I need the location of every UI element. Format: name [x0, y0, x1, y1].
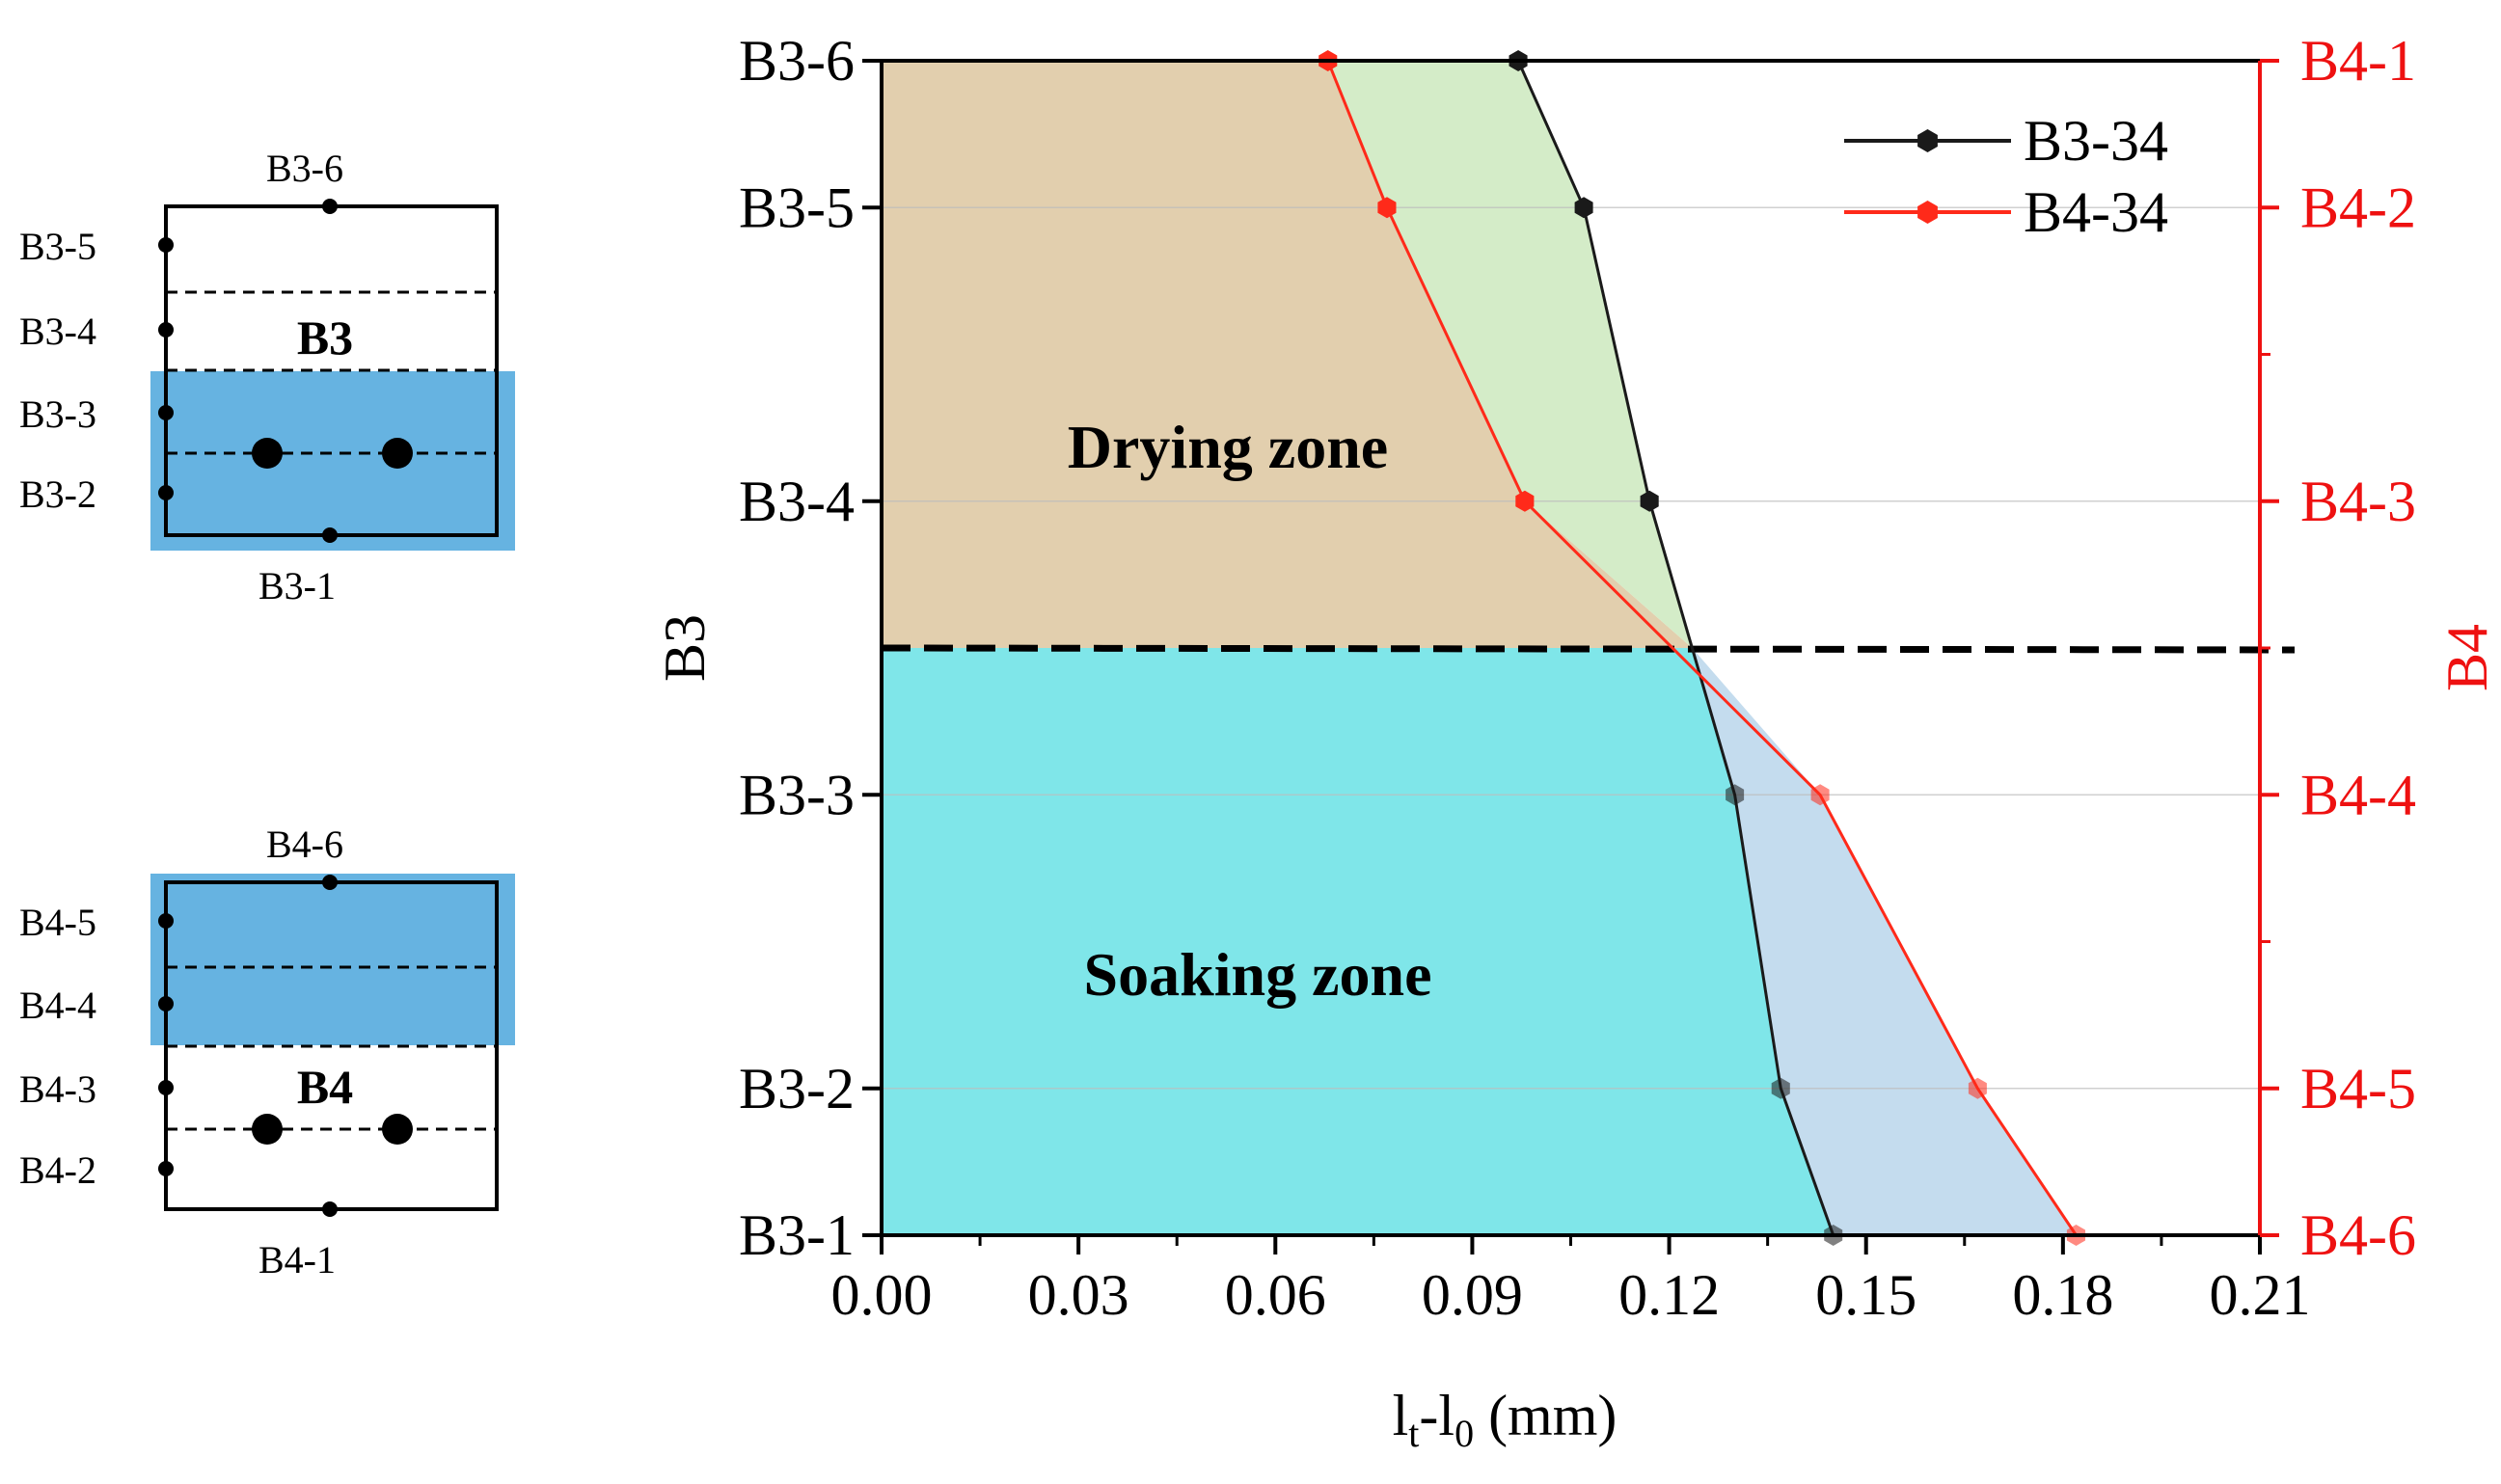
marker-b3-34-2: [1726, 784, 1745, 806]
left-tick-label-2: B3-3: [739, 763, 855, 826]
series-markers: [1318, 50, 2085, 1246]
b4-sensor-left: [252, 1114, 283, 1145]
b4-point-3-label: B4-3: [19, 1067, 96, 1111]
x-tick-label-3: 0.09: [1422, 1263, 1523, 1327]
x-tick-label-4: 0.12: [1618, 1263, 1720, 1327]
x-tick-label-0: 0.00: [831, 1263, 933, 1327]
b3-point-4-dot: [158, 322, 174, 337]
soaking-zone-label: Soaking zone: [1084, 940, 1432, 1009]
left-y-axis-title: B3: [653, 614, 717, 682]
b3-point-6-dot: [322, 199, 338, 214]
left-tick-label-3: B3-4: [739, 470, 855, 533]
series-line-b4-34: [1326, 60, 2078, 1236]
right-y-axis-title: B4: [2435, 624, 2499, 691]
legend-marker-b3-34: [1917, 129, 1938, 152]
b4-point-3-dot: [158, 1080, 174, 1095]
x-tick-label-1: 0.03: [1028, 1263, 1129, 1327]
right-y-axis-ticks: B4-6 B4-5 B4-4 B4-3 B4-2 B4-1: [2260, 29, 2416, 1267]
b3-specimen-label: B3: [297, 310, 353, 364]
b3-point-6-label: B3-6: [266, 147, 343, 190]
right-tick-label-4: B4-2: [2300, 175, 2416, 239]
b4-saturated-region: [150, 874, 515, 1045]
marker-b3-34-1: [1771, 1077, 1790, 1099]
b4-point-5-label: B4-5: [19, 901, 96, 944]
right-tick-label-5: B4-1: [2300, 29, 2416, 93]
left-tick-label-0: B3-1: [739, 1203, 855, 1267]
legend-marker-b4-34: [1917, 201, 1938, 224]
x-axis-ticks: 0.00 0.03 0.06 0.09 0.12 0.15 0.18 0.21: [831, 1235, 2311, 1327]
b4-point-6-label: B4-6: [266, 823, 343, 866]
b4-point-4-dot: [158, 996, 174, 1012]
b3-point-3-dot: [158, 405, 174, 420]
right-tick-label-3: B4-3: [2300, 470, 2416, 533]
b4-point-6-dot: [322, 875, 338, 890]
series-lines: [1326, 60, 2078, 1236]
x-axis-title: lt-l0 (mm): [1393, 1384, 1617, 1455]
chart: 0.00 0.03 0.06 0.09 0.12 0.15 0.18 0.21 B3-1B3-…: [653, 29, 2499, 1455]
marker-b4-34-2: [1810, 784, 1830, 806]
b4-sensor-right: [382, 1114, 413, 1145]
series-line-b3-34: [1516, 60, 1835, 1236]
legend-label-b3-34: B3-34: [2024, 109, 2168, 173]
x-tick-label-7: 0.21: [2210, 1263, 2311, 1327]
drying-zone-label: Drying zone: [1068, 413, 1388, 481]
x-tick-label-2: 0.06: [1225, 1263, 1326, 1327]
b4-point-1-label: B4-1: [258, 1238, 336, 1282]
b3-point-3-label: B3-3: [19, 392, 96, 436]
left-tick-label-5: B3-6: [739, 29, 855, 93]
marker-b4-34-1: [1968, 1077, 1987, 1099]
marker-b3-34-3: [1640, 490, 1659, 512]
gridlines: [882, 206, 2260, 1090]
marker-b4-34-4: [1377, 197, 1397, 219]
right-tick-label-2: B4-4: [2300, 763, 2416, 826]
left-tick-label-4: B3-5: [739, 175, 855, 239]
x-tick-label-5: 0.15: [1815, 1263, 1917, 1327]
legend-label-b4-34: B4-34: [2024, 180, 2168, 244]
b3-sensor-left: [252, 438, 283, 469]
b3-point-2-label: B3-2: [19, 472, 96, 516]
b3-sensor-right: [382, 438, 413, 469]
marker-b3-34-4: [1574, 197, 1593, 219]
legend: B3-34 B4-34: [1844, 109, 2168, 244]
left-y-axis-ticks: B3-1 B3-2 B3-3 B3-4 B3-5 B3-6: [739, 29, 882, 1267]
b3-point-5-label: B3-5: [19, 225, 96, 268]
b3-point-1-label: B3-1: [258, 564, 336, 607]
left-tick-label-1: B3-2: [739, 1057, 855, 1120]
b3-point-5-dot: [158, 237, 174, 253]
b3-point-1-dot: [322, 527, 338, 543]
b4-point-4-label: B4-4: [19, 984, 96, 1027]
x-tick-label-6: 0.18: [2012, 1263, 2113, 1327]
b4-point-1-dot: [322, 1201, 338, 1217]
b4-point-2-dot: [158, 1161, 174, 1176]
b4-point-5-dot: [158, 913, 174, 929]
b4-point-2-label: B4-2: [19, 1148, 96, 1192]
right-tick-label-1: B4-5: [2300, 1057, 2416, 1120]
b4-specimen-label: B4: [297, 1060, 353, 1114]
right-tick-label-0: B4-6: [2300, 1203, 2416, 1267]
schematic-b3: B3-6 B3-5 B3-4 B3-3 B3-2 B3-1 B3: [19, 147, 515, 607]
b3-point-4-label: B3-4: [19, 310, 96, 353]
schematic-b4: B4-6 B4-5 B4-4 B4-3 B4-2 B4-1 B4: [19, 823, 515, 1282]
b3-point-2-dot: [158, 485, 174, 500]
zone-boundary-dashed-line: [881, 644, 2296, 654]
b3-saturated-region: [150, 371, 515, 551]
marker-b4-34-3: [1515, 490, 1535, 512]
